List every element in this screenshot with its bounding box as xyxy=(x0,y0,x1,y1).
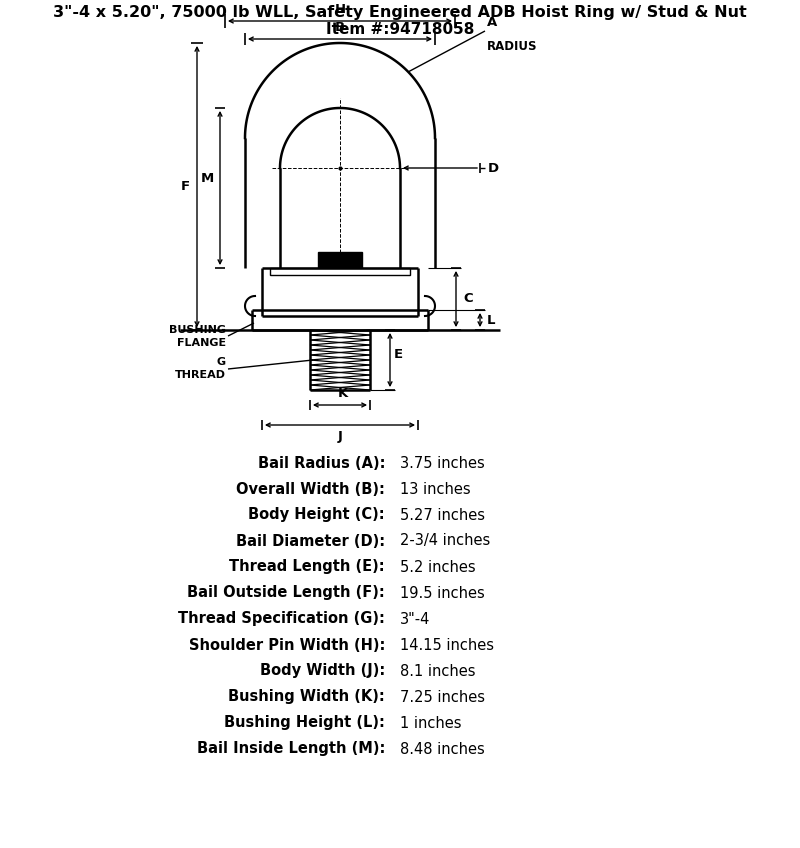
Text: 8.48 inches: 8.48 inches xyxy=(400,741,485,756)
Text: Bushing Width (K):: Bushing Width (K): xyxy=(228,689,385,705)
Text: A: A xyxy=(487,16,498,29)
Text: 3"-4 x 5.20", 75000 lb WLL, Safety Engineered ADB Hoist Ring w/ Stud & Nut: 3"-4 x 5.20", 75000 lb WLL, Safety Engin… xyxy=(53,5,747,20)
Text: D: D xyxy=(488,161,499,175)
Text: Thread Length (E):: Thread Length (E): xyxy=(230,560,385,574)
Text: Thread Specification (G):: Thread Specification (G): xyxy=(178,611,385,627)
Bar xyxy=(318,252,362,268)
Text: 19.5 inches: 19.5 inches xyxy=(400,585,485,600)
Text: RADIUS: RADIUS xyxy=(487,40,538,53)
Text: Shoulder Pin Width (H):: Shoulder Pin Width (H): xyxy=(189,638,385,652)
Text: 3.75 inches: 3.75 inches xyxy=(400,455,485,471)
Text: 2-3/4 inches: 2-3/4 inches xyxy=(400,533,490,549)
Text: J: J xyxy=(338,430,342,443)
Text: FLANGE: FLANGE xyxy=(177,338,226,348)
Text: THREAD: THREAD xyxy=(175,370,226,380)
Text: B: B xyxy=(335,21,345,34)
Text: Bail Radius (A):: Bail Radius (A): xyxy=(258,455,385,471)
Text: Bail Inside Length (M):: Bail Inside Length (M): xyxy=(197,741,385,756)
Text: 7.25 inches: 7.25 inches xyxy=(400,689,485,705)
Text: H: H xyxy=(334,3,346,16)
Text: M: M xyxy=(201,171,214,185)
Text: Bushing Height (L):: Bushing Height (L): xyxy=(224,716,385,730)
Text: Body Height (C):: Body Height (C): xyxy=(248,507,385,522)
Text: E: E xyxy=(394,349,403,361)
Text: Overall Width (B):: Overall Width (B): xyxy=(236,482,385,496)
Text: 1 inches: 1 inches xyxy=(400,716,462,730)
Text: C: C xyxy=(463,293,473,305)
Text: L: L xyxy=(487,314,495,326)
Text: 13 inches: 13 inches xyxy=(400,482,470,496)
Text: F: F xyxy=(181,180,190,193)
Text: 5.27 inches: 5.27 inches xyxy=(400,507,485,522)
Text: Item #:94718058: Item #:94718058 xyxy=(326,22,474,37)
Text: G: G xyxy=(217,357,226,367)
Text: BUSHING: BUSHING xyxy=(169,325,226,335)
Text: K: K xyxy=(338,387,348,400)
Text: 3"-4: 3"-4 xyxy=(400,611,430,627)
Text: 14.15 inches: 14.15 inches xyxy=(400,638,494,652)
Text: 5.2 inches: 5.2 inches xyxy=(400,560,476,574)
Text: Bail Outside Length (F):: Bail Outside Length (F): xyxy=(187,585,385,600)
Text: 8.1 inches: 8.1 inches xyxy=(400,663,475,678)
Text: Body Width (J):: Body Width (J): xyxy=(260,663,385,678)
Bar xyxy=(270,268,410,275)
Text: Bail Diameter (D):: Bail Diameter (D): xyxy=(236,533,385,549)
